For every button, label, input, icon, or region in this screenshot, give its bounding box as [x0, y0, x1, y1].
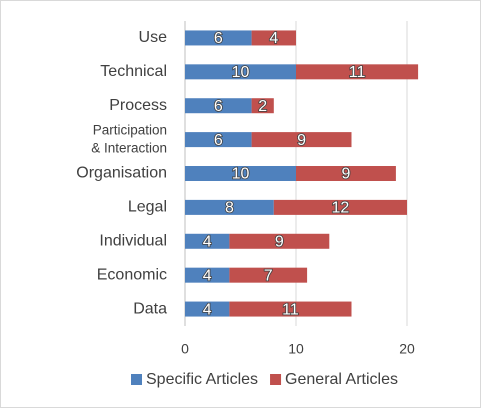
- bar: [229, 267, 308, 283]
- legend-swatch: [270, 374, 282, 385]
- value-label: 12: [332, 200, 350, 217]
- value-label: 6: [214, 30, 223, 47]
- y-tick-label: Participation & Interaction: [91, 122, 167, 155]
- bar: [185, 98, 252, 114]
- x-tick-label: 10: [288, 341, 304, 357]
- bar: [296, 166, 396, 181]
- bar: [296, 64, 419, 80]
- bar: [229, 301, 352, 317]
- value-label: 9: [297, 132, 306, 149]
- value-label: 10: [232, 64, 250, 81]
- bar: [185, 233, 230, 249]
- value-label: 4: [203, 301, 212, 318]
- value-label: 11: [349, 64, 366, 81]
- y-tick-label: Organisation: [76, 165, 167, 182]
- value-label: 9: [341, 166, 350, 183]
- bar: [185, 166, 296, 181]
- bar: [229, 233, 330, 249]
- value-label: 4: [269, 30, 278, 47]
- value-label: 6: [214, 98, 223, 115]
- bar: [273, 199, 407, 215]
- value-label: 8: [225, 200, 234, 217]
- y-tick-label: Use: [139, 29, 168, 46]
- value-label: 7: [264, 267, 273, 284]
- y-tick-label: Legal: [128, 199, 167, 216]
- bar: [251, 98, 274, 114]
- value-label: 4: [203, 267, 212, 284]
- legend-label: Specific Articles: [146, 371, 258, 388]
- y-tick-label: Technical: [100, 63, 167, 80]
- value-label: 4: [203, 233, 212, 250]
- x-tick-label: 0: [181, 341, 189, 357]
- y-tick-label: Individual: [99, 232, 167, 249]
- bar: [185, 132, 252, 148]
- y-tick-label: Data: [133, 300, 167, 317]
- x-tick-label: 20: [399, 341, 415, 357]
- bar: [185, 64, 296, 80]
- bar: [185, 267, 230, 283]
- bar: [185, 301, 230, 317]
- y-tick-label: Process: [109, 97, 167, 114]
- bar: [251, 132, 352, 148]
- value-label: 10: [232, 166, 250, 183]
- value-label: 11: [282, 301, 299, 318]
- legend-swatch: [131, 374, 142, 385]
- bar: [185, 30, 252, 46]
- y-tick-label: Economic: [97, 266, 167, 283]
- value-label: 2: [258, 98, 267, 115]
- legend-label: General Articles: [285, 371, 398, 388]
- value-label: 6: [214, 132, 223, 149]
- bar: [251, 30, 296, 46]
- value-label: 9: [275, 233, 284, 250]
- bar: [185, 199, 274, 215]
